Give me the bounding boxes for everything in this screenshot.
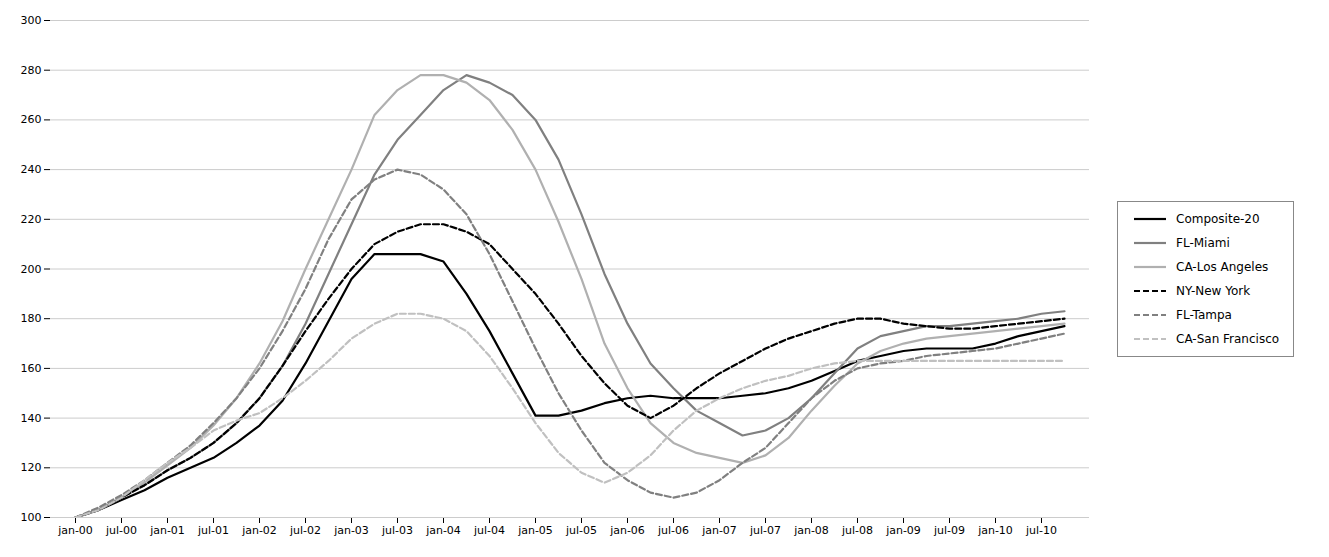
svg-text:300: 300 [21, 14, 42, 27]
svg-text:jul-06: jul-06 [657, 524, 689, 537]
svg-text:jul-09: jul-09 [933, 524, 965, 537]
svg-text:jan-07: jan-07 [701, 524, 737, 537]
svg-text:jul-01: jul-01 [197, 524, 229, 537]
html-text:Composite-20: Composite-20 [1176, 211, 1260, 226]
svg-text:jul-04: jul-04 [473, 524, 505, 537]
svg-text:jul-10: jul-10 [1025, 524, 1057, 537]
svg-text:jan-01: jan-01 [149, 524, 185, 537]
svg-text:jan-08: jan-08 [793, 524, 829, 537]
svg-text:jul-05: jul-05 [565, 524, 597, 537]
svg-text:jul-00: jul-00 [105, 524, 137, 537]
html-text:FL-Miami: FL-Miami [1176, 235, 1230, 250]
svg-text:100: 100 [21, 511, 42, 524]
svg-text:jan-06: jan-06 [609, 524, 645, 537]
svg-text:200: 200 [21, 263, 42, 276]
svg-text:jan-05: jan-05 [517, 524, 553, 537]
html-text:NY-New York: NY-New York [1176, 283, 1251, 298]
svg-text:140: 140 [21, 412, 42, 425]
svg-text:280: 280 [21, 64, 42, 77]
svg-text:260: 260 [21, 113, 42, 126]
svg-text:jul-03: jul-03 [381, 524, 413, 537]
svg-text:120: 120 [21, 461, 42, 474]
svg-text:jan-09: jan-09 [885, 524, 921, 537]
svg-text:jan-02: jan-02 [241, 524, 277, 537]
svg-text:jul-07: jul-07 [749, 524, 781, 537]
svg-text:jul-08: jul-08 [841, 524, 873, 537]
html-text:CA-Los Angeles: CA-Los Angeles [1176, 259, 1269, 274]
svg-text:jan-10: jan-10 [977, 524, 1013, 537]
svg-text:220: 220 [21, 213, 42, 226]
html-text:FL-Tampa: FL-Tampa [1176, 307, 1232, 322]
svg-text:240: 240 [21, 163, 42, 176]
html-text:CA-San Francisco: CA-San Francisco [1176, 331, 1280, 346]
svg-text:jan-03: jan-03 [333, 524, 369, 537]
svg-text:180: 180 [21, 312, 42, 325]
svg-text:jan-04: jan-04 [425, 524, 461, 537]
svg-text:160: 160 [21, 362, 42, 375]
svg-text:jul-02: jul-02 [289, 524, 321, 537]
svg-text:jan-00: jan-00 [57, 524, 93, 537]
